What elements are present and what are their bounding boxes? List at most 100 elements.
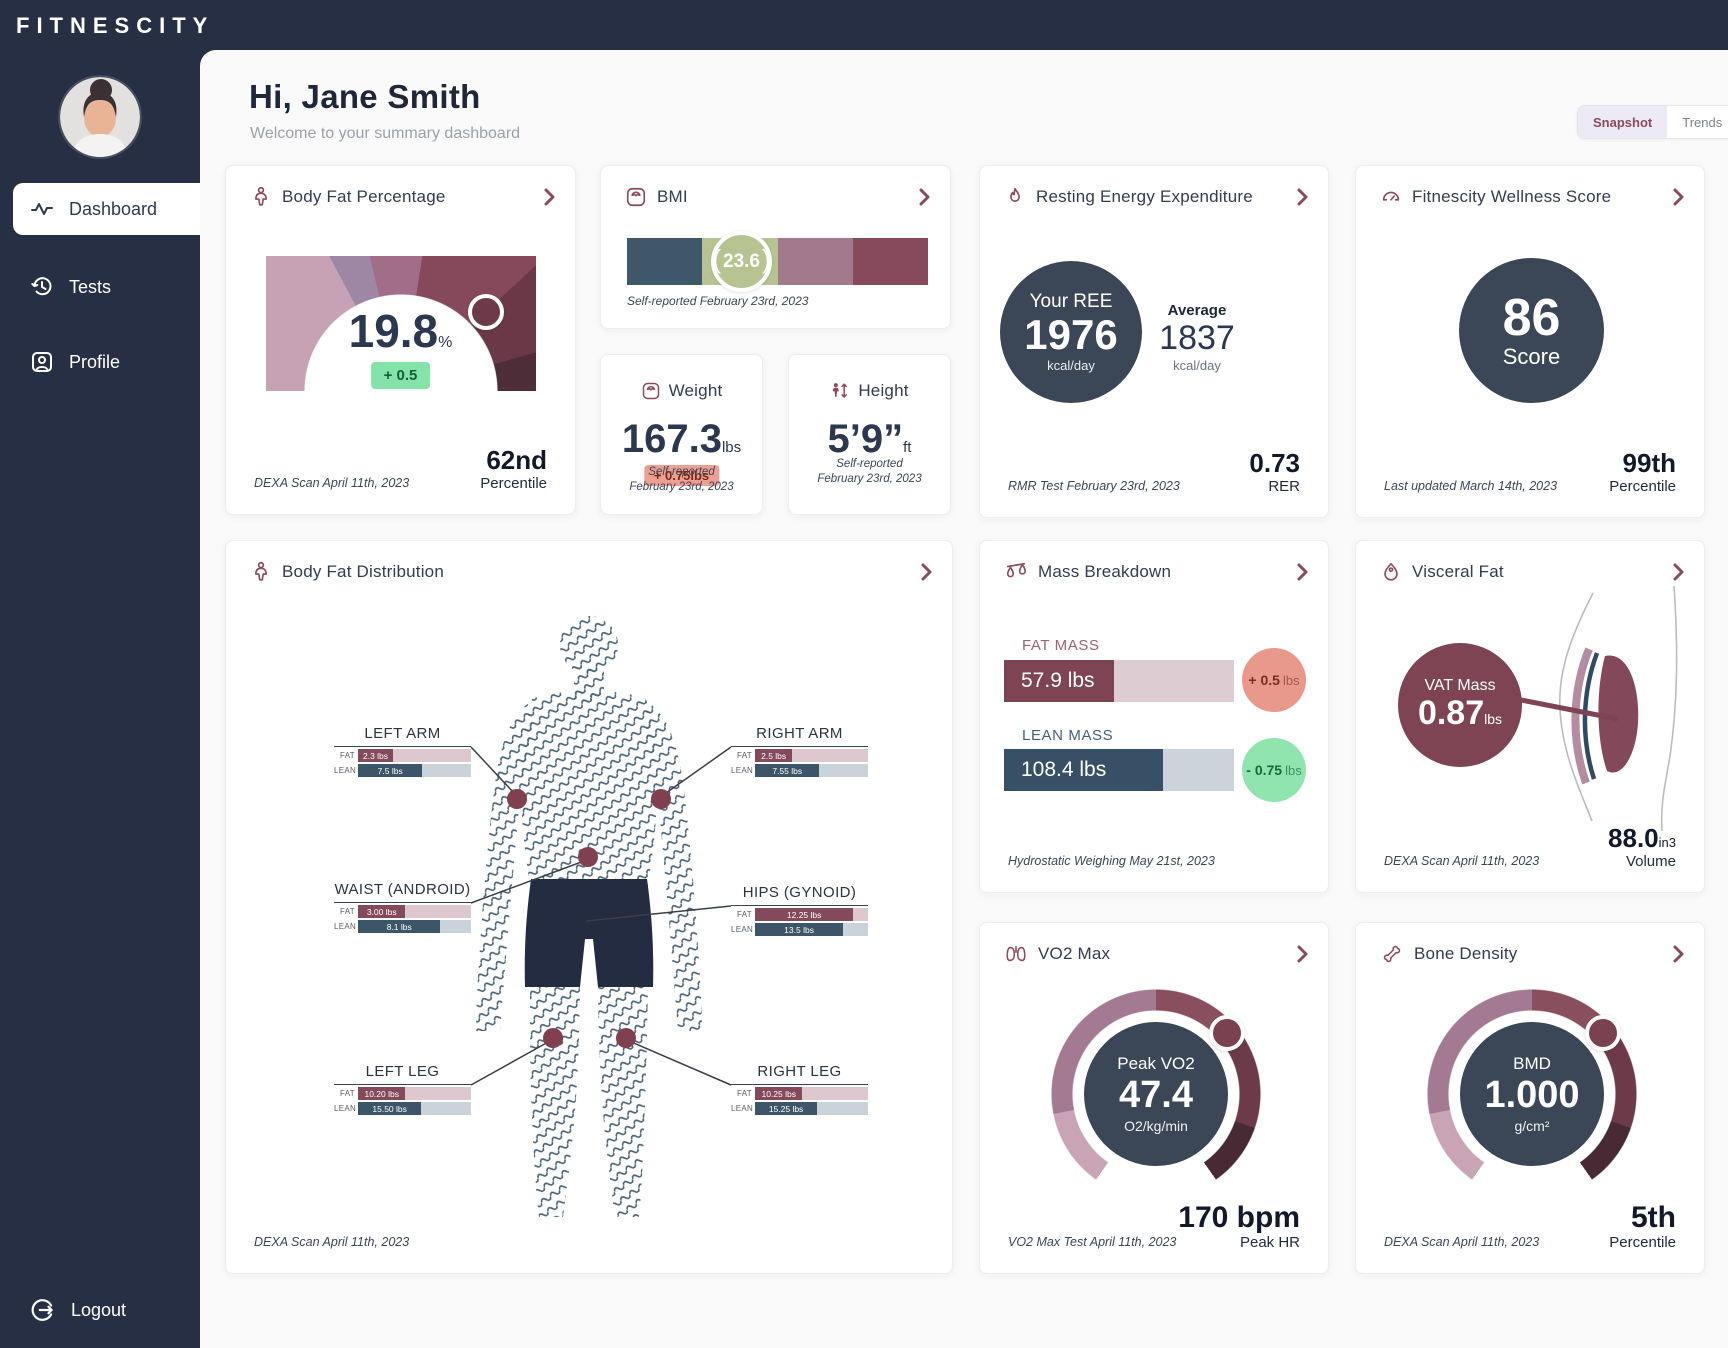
lungs-icon: [1006, 945, 1026, 962]
region-waist: WAIST (ANDROID) FAT 3.00 lbs LEAN 8.1 lb…: [334, 881, 471, 933]
lean-bar: 7.5 lbs: [358, 764, 471, 777]
page-title: Hi, Jane Smith: [249, 78, 481, 115]
fat-bar: 10.25 lbs: [755, 1087, 868, 1100]
card-visceral-fat: Visceral Fat VAT Mass 0.87lbs DEXA Scan …: [1355, 540, 1705, 893]
bmd-gauge: BMD 1.000 g/cm²: [1427, 989, 1637, 1199]
history-icon: [31, 277, 52, 296]
tab-snapshot[interactable]: Snapshot: [1578, 106, 1668, 138]
person-icon: [255, 561, 267, 581]
speedometer-icon: [1382, 191, 1400, 201]
hydrostatic-scale-icon: [1006, 562, 1026, 578]
fat-bar: 12.25 lbs: [755, 908, 868, 921]
lean-mass-label: LEAN MASS: [1022, 727, 1114, 744]
vat-mass-circle: VAT Mass 0.87lbs: [1398, 643, 1522, 767]
fat-mass-bar: 57.9 lbs: [1004, 660, 1234, 702]
tab-trends[interactable]: Trends: [1667, 106, 1728, 138]
bmd-gauge-marker: [1585, 1015, 1621, 1051]
weight-change-badge: + 0.75lbs: [643, 465, 720, 486]
card-stat: 88.0in3 Volume: [1608, 823, 1676, 870]
region-right-leg: RIGHT LEG FAT 10.25 lbs LEAN 15.25 lbs: [731, 1063, 868, 1115]
brand-logo: FITNESCITY: [16, 13, 215, 38]
bmi-segment-obese: [852, 238, 928, 285]
wellness-score-circle: 86 Score: [1459, 258, 1604, 403]
card-source: Self-reported February 23rd, 2023: [627, 294, 809, 308]
vo2-gauge: Peak VO2 47.4 O2/kg/min: [1051, 989, 1261, 1199]
region-right-arm: RIGHT ARM FAT 2.5 lbs LEAN 7.55 lbs: [731, 725, 868, 777]
lean-bar: 15.50 lbs: [358, 1102, 471, 1115]
chevron-right-icon[interactable]: [1672, 945, 1684, 963]
card-title: Body Fat Distribution: [282, 562, 444, 581]
body-figure: [470, 616, 732, 1217]
body-fat-value: 19.8%: [348, 305, 453, 357]
chevron-right-icon[interactable]: [1672, 563, 1684, 581]
card-source: DEXA Scan April 11th, 2023: [1384, 854, 1540, 868]
pulse-icon: [31, 203, 53, 215]
logout-label: Logout: [71, 1299, 127, 1320]
card-title: Height: [858, 381, 909, 400]
sidebar-item-dashboard[interactable]: Dashboard: [13, 183, 200, 235]
card-bmi: BMI 23.6 Self-reported February 23rd, 20…: [600, 165, 951, 329]
card-source: VO2 Max Test April 11th, 2023: [1008, 1235, 1177, 1249]
logout-button[interactable]: Logout: [0, 1284, 200, 1336]
card-wellness-score: Fitnescity Wellness Score 86 Score Last …: [1355, 165, 1705, 518]
sidebar-item-label: Tests: [69, 276, 112, 297]
card-title: Resting Energy Expenditure: [1036, 187, 1253, 206]
card-ree: Resting Energy Expenditure Your REE 1976…: [979, 165, 1329, 518]
ree-average: Average 1837 kcal/day: [1159, 302, 1235, 374]
person-icon: [255, 186, 267, 206]
weight-value: 167.3lbs: [621, 417, 742, 461]
bmi-range-bar: [627, 238, 928, 285]
scale-icon: [626, 187, 646, 207]
card-weight: Weight 167.3lbs + 0.75lbs Self-reported F…: [600, 354, 763, 515]
bone-icon: [1383, 945, 1401, 963]
lean-mass-bar: 108.4 lbs: [1004, 749, 1234, 791]
region-left-leg: LEFT LEG FAT 10.20 lbs LEAN 15.50 lbs: [334, 1063, 471, 1115]
lean-change-badge: - 0.75 lbs: [1242, 738, 1306, 802]
sidebar-item-tests[interactable]: Tests: [0, 261, 200, 313]
card-stat: 5th Percentile: [1609, 1201, 1676, 1251]
avatar[interactable]: [60, 77, 140, 157]
card-source: Last updated March 14th, 2023: [1384, 479, 1558, 493]
callout-lines: [470, 746, 732, 1086]
chevron-right-icon[interactable]: [1672, 188, 1684, 206]
card-stat: 170 bpm Peak HR: [1178, 1201, 1300, 1251]
card-stat: 62nd Percentile: [480, 445, 547, 492]
card-height: Height 5’9”ft Self-reported February 23rd…: [788, 354, 951, 515]
view-toggle: Snapshot Trends: [1577, 105, 1728, 139]
card-source: Self-reported February 23rd, 2023: [629, 465, 734, 494]
card-title: VO2 Max: [1038, 944, 1111, 963]
card-title: BMI: [657, 187, 688, 206]
card-body-fat-distribution: Body Fat Distribution LEFT ARM FAT 2.3 l…: [225, 540, 953, 1274]
card-title: Bone Density: [1414, 944, 1518, 963]
card-bone-density: Bone Density BMD 1.000 g/cm² DEXA Scan A…: [1355, 922, 1705, 1274]
card-source: RMR Test February 23rd, 2023: [1008, 479, 1180, 493]
shorts: [524, 879, 654, 987]
card-title: Body Fat Percentage: [282, 187, 446, 206]
lean-bar: 8.1 lbs: [358, 920, 471, 933]
chevron-right-icon[interactable]: [1296, 188, 1308, 206]
region-left-arm: LEFT ARM FAT 2.3 lbs LEAN 7.5 lbs: [334, 725, 471, 777]
chevron-right-icon[interactable]: [920, 563, 932, 581]
bmi-segment-underweight: [627, 238, 703, 285]
sidebar-item-label: Profile: [69, 351, 121, 372]
card-source: Hydrostatic Weighing May 21st, 2023: [1008, 854, 1215, 868]
sidebar-item-profile[interactable]: Profile: [0, 336, 200, 388]
chevron-right-icon[interactable]: [918, 188, 930, 206]
card-stat: 0.73 RER: [1249, 448, 1300, 495]
chevron-right-icon[interactable]: [1296, 563, 1308, 581]
card-body-fat-percentage: Body Fat Percentage 19.8% + 0.5 DEXA Sca…: [225, 165, 576, 515]
sidebar-item-label: Dashboard: [69, 198, 158, 219]
fat-bar: 2.5 lbs: [755, 749, 868, 762]
ree-circle: Your REE 1976 kcal/day: [1000, 261, 1142, 403]
bmi-segment-overweight: [777, 238, 853, 285]
fat-change-badge: + 0.5 lbs: [1242, 648, 1306, 712]
card-stat: 99th Percentile: [1609, 448, 1676, 495]
vo2-gauge-marker: [1209, 1015, 1245, 1051]
card-title: Weight: [668, 381, 723, 400]
chevron-right-icon[interactable]: [543, 188, 555, 206]
scale-icon: [642, 382, 659, 400]
chevron-right-icon[interactable]: [1296, 945, 1308, 963]
sidebar: Dashboard Tests Profile Logout: [0, 50, 200, 1348]
height-value: 5’9”ft: [827, 417, 912, 461]
fat-bar: 2.3 lbs: [358, 749, 471, 762]
